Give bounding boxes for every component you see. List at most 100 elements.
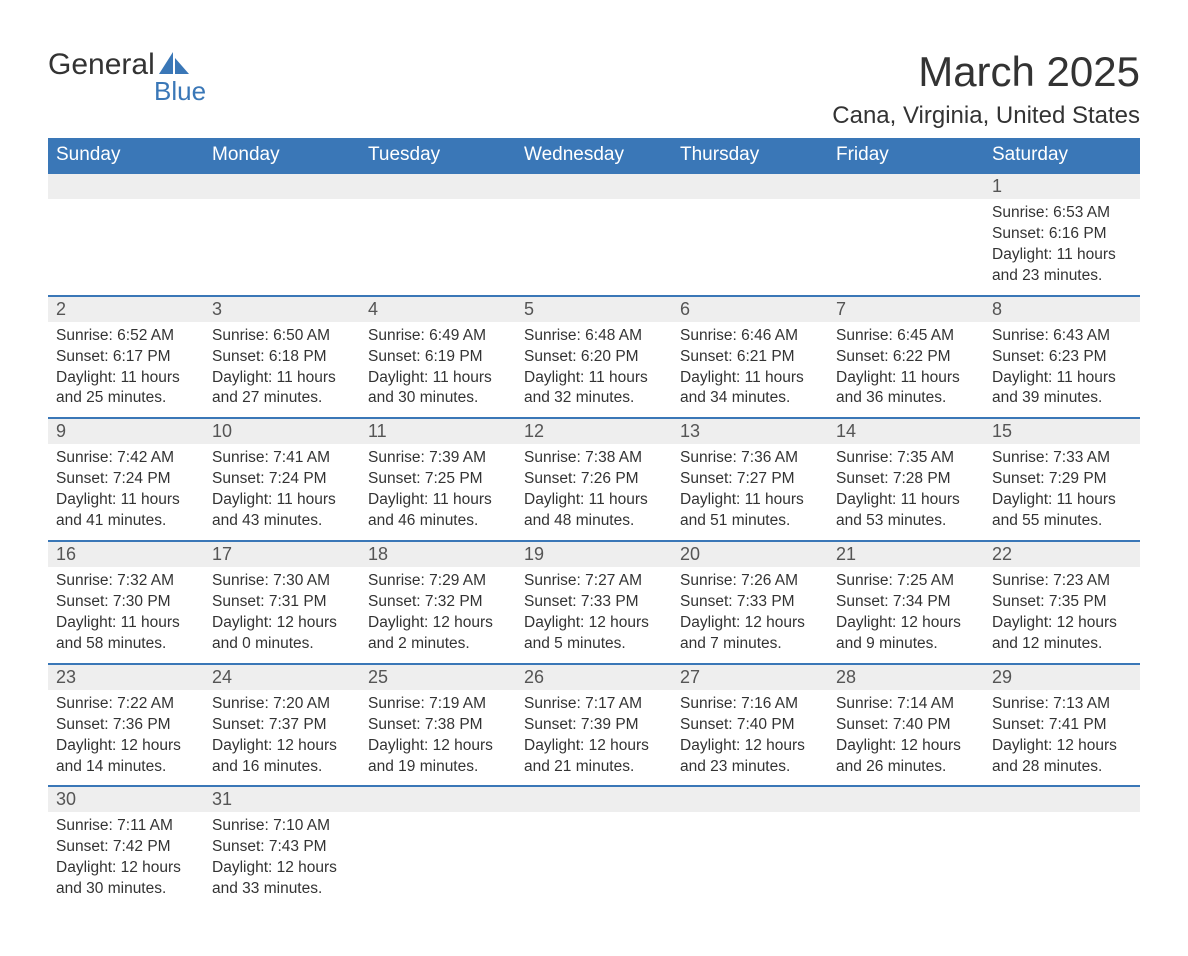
day-content-cell: Sunrise: 7:42 AMSunset: 7:24 PMDaylight:…	[48, 444, 204, 541]
day-content-line: and 5 minutes.	[524, 634, 664, 655]
day-content-line: Sunrise: 6:45 AM	[836, 326, 976, 347]
day-content-cell: Sunrise: 7:16 AMSunset: 7:40 PMDaylight:…	[672, 690, 828, 787]
logo-word-general: General	[48, 48, 155, 82]
day-content-cell: Sunrise: 6:49 AMSunset: 6:19 PMDaylight:…	[360, 322, 516, 419]
day-number-cell: 6	[672, 296, 828, 322]
day-content-line: Sunrise: 6:53 AM	[992, 203, 1132, 224]
day-number-cell: 12	[516, 418, 672, 444]
day-content-line: and 43 minutes.	[212, 511, 352, 532]
day-content-cell	[360, 199, 516, 296]
day-content-row: Sunrise: 6:52 AMSunset: 6:17 PMDaylight:…	[48, 322, 1140, 419]
day-number-row: 23242526272829	[48, 664, 1140, 690]
day-content-line: Sunset: 7:31 PM	[212, 592, 352, 613]
day-content-line: and 21 minutes.	[524, 757, 664, 778]
day-number-row: 2345678	[48, 296, 1140, 322]
day-content-line: and 7 minutes.	[680, 634, 820, 655]
day-content-cell: Sunrise: 6:46 AMSunset: 6:21 PMDaylight:…	[672, 322, 828, 419]
day-content-line: Sunset: 7:36 PM	[56, 715, 196, 736]
day-number-cell: 25	[360, 664, 516, 690]
day-number-row: 3031	[48, 786, 1140, 812]
day-number-cell	[672, 786, 828, 812]
day-content-cell	[360, 812, 516, 908]
day-content-line: Daylight: 12 hours	[212, 736, 352, 757]
day-content-line: Sunset: 7:39 PM	[524, 715, 664, 736]
day-content-cell	[672, 199, 828, 296]
day-content-line: and 30 minutes.	[56, 879, 196, 900]
day-content-line: Sunrise: 7:19 AM	[368, 694, 508, 715]
day-content-cell: Sunrise: 6:45 AMSunset: 6:22 PMDaylight:…	[828, 322, 984, 419]
day-content-cell: Sunrise: 7:25 AMSunset: 7:34 PMDaylight:…	[828, 567, 984, 664]
day-content-cell	[828, 812, 984, 908]
day-content-line: and 51 minutes.	[680, 511, 820, 532]
day-content-line: Sunrise: 7:42 AM	[56, 448, 196, 469]
day-content-cell: Sunrise: 7:14 AMSunset: 7:40 PMDaylight:…	[828, 690, 984, 787]
day-content-line: Daylight: 11 hours	[212, 368, 352, 389]
day-number-cell	[204, 173, 360, 199]
day-content-row: Sunrise: 6:53 AMSunset: 6:16 PMDaylight:…	[48, 199, 1140, 296]
day-content-line: Daylight: 12 hours	[524, 736, 664, 757]
day-content-line: Sunset: 7:27 PM	[680, 469, 820, 490]
day-content-line: Sunset: 7:26 PM	[524, 469, 664, 490]
day-content-line: Sunset: 7:25 PM	[368, 469, 508, 490]
day-content-line: Sunrise: 7:32 AM	[56, 571, 196, 592]
day-number-row: 9101112131415	[48, 418, 1140, 444]
day-content-line: Daylight: 12 hours	[56, 858, 196, 879]
day-content-line: Sunset: 7:33 PM	[524, 592, 664, 613]
day-content-line: Daylight: 11 hours	[212, 490, 352, 511]
day-content-line: Daylight: 12 hours	[524, 613, 664, 634]
day-number-cell: 14	[828, 418, 984, 444]
day-content-cell: Sunrise: 7:33 AMSunset: 7:29 PMDaylight:…	[984, 444, 1140, 541]
day-content-line: Daylight: 11 hours	[56, 490, 196, 511]
day-content-line: Sunset: 6:19 PM	[368, 347, 508, 368]
day-content-line: Sunrise: 7:20 AM	[212, 694, 352, 715]
day-content-line: Sunrise: 7:27 AM	[524, 571, 664, 592]
day-content-cell: Sunrise: 7:22 AMSunset: 7:36 PMDaylight:…	[48, 690, 204, 787]
day-content-line: Daylight: 12 hours	[368, 613, 508, 634]
day-content-line: Sunset: 6:16 PM	[992, 224, 1132, 245]
day-content-line: Sunrise: 7:33 AM	[992, 448, 1132, 469]
day-content-line: and 23 minutes.	[992, 266, 1132, 287]
day-content-row: Sunrise: 7:32 AMSunset: 7:30 PM Daylight:…	[48, 567, 1140, 664]
day-content-line: Sunset: 7:30 PM	[56, 592, 196, 613]
day-content-line: and 46 minutes.	[368, 511, 508, 532]
day-number-cell: 4	[360, 296, 516, 322]
day-content-line: and 19 minutes.	[368, 757, 508, 778]
day-content-line: Daylight: 12 hours	[368, 736, 508, 757]
day-content-line: and 30 minutes.	[368, 388, 508, 409]
day-content-cell: Sunrise: 6:43 AMSunset: 6:23 PMDaylight:…	[984, 322, 1140, 419]
day-header: Monday	[204, 138, 360, 173]
day-number-cell: 1	[984, 173, 1140, 199]
day-content-line: Sunrise: 7:30 AM	[212, 571, 352, 592]
day-content-cell: Sunrise: 7:26 AMSunset: 7:33 PMDaylight:…	[672, 567, 828, 664]
day-number-cell	[672, 173, 828, 199]
day-number-cell: 29	[984, 664, 1140, 690]
day-content-line: Sunrise: 7:41 AM	[212, 448, 352, 469]
day-content-cell: Sunrise: 7:27 AMSunset: 7:33 PMDaylight:…	[516, 567, 672, 664]
day-content-line: Sunrise: 6:46 AM	[680, 326, 820, 347]
day-number-row: 1	[48, 173, 1140, 199]
day-content-line: and 34 minutes.	[680, 388, 820, 409]
day-header: Friday	[828, 138, 984, 173]
day-header: Tuesday	[360, 138, 516, 173]
day-number-cell	[48, 173, 204, 199]
day-number-cell: 31	[204, 786, 360, 812]
calendar-body: 1Sunrise: 6:53 AMSunset: 6:16 PMDaylight…	[48, 173, 1140, 908]
day-content-cell	[516, 812, 672, 908]
day-content-cell: Sunrise: 7:10 AMSunset: 7:43 PMDaylight:…	[204, 812, 360, 908]
logo-word-blue: Blue	[154, 76, 206, 107]
day-content-line: Daylight: 11 hours	[368, 368, 508, 389]
day-content-line: Sunrise: 7:16 AM	[680, 694, 820, 715]
day-content-cell: Sunrise: 7:17 AMSunset: 7:39 PMDaylight:…	[516, 690, 672, 787]
day-content-line: Sunrise: 7:38 AM	[524, 448, 664, 469]
day-content-line: Sunrise: 7:13 AM	[992, 694, 1132, 715]
day-content-line: and 55 minutes.	[992, 511, 1132, 532]
day-content-line: Daylight: 11 hours	[524, 490, 664, 511]
day-content-line: and 9 minutes.	[836, 634, 976, 655]
day-number-cell	[828, 786, 984, 812]
day-content-line: and 58 minutes.	[56, 634, 196, 655]
day-content-line: and 14 minutes.	[56, 757, 196, 778]
day-content-line: Daylight: 12 hours	[680, 736, 820, 757]
day-content-line: and 26 minutes.	[836, 757, 976, 778]
logo: General Blue	[48, 48, 206, 107]
day-number-cell	[984, 786, 1140, 812]
